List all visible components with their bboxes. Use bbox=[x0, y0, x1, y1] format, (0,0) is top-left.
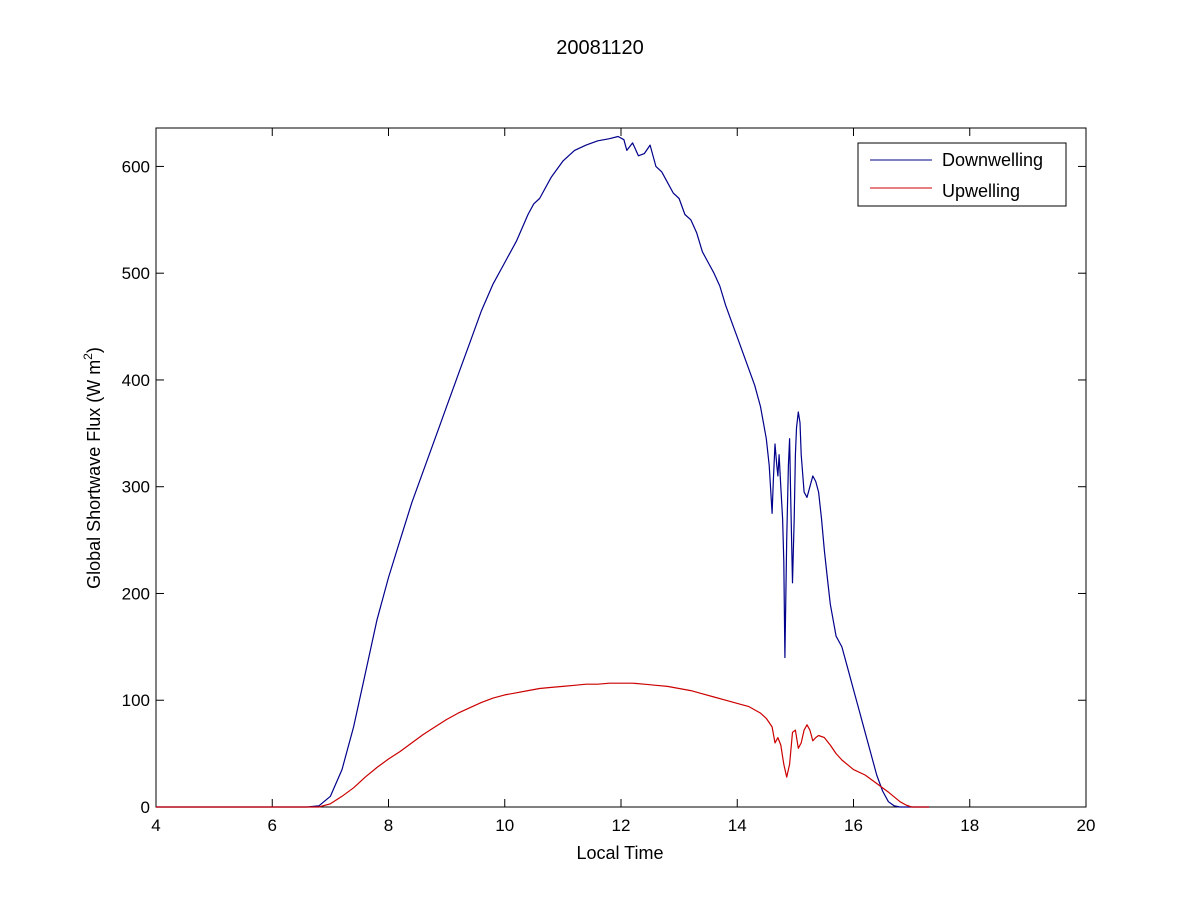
series-layer bbox=[156, 135, 930, 808]
x-tick-label: 14 bbox=[728, 816, 747, 835]
legend-box bbox=[857, 142, 1067, 207]
y-axis-label: Global Shortwave Flux (W m2) bbox=[81, 347, 104, 589]
y-axis-label-main: Global Shortwave Flux (W m bbox=[84, 360, 104, 589]
chart-title: 20081120 bbox=[556, 37, 644, 59]
legend-label-downwelling: Downwelling bbox=[942, 150, 1043, 170]
y-tick-label: 300 bbox=[122, 478, 150, 497]
y-tick-label: 100 bbox=[122, 691, 150, 710]
y-axis-label-superscript: 2 bbox=[81, 353, 95, 360]
y-tick-label: 500 bbox=[122, 264, 150, 283]
y-axis-ticks: 0 100 200 300 400 500 600 bbox=[122, 157, 1086, 817]
x-tick-label: 8 bbox=[384, 816, 393, 835]
y-axis-label-tail: ) bbox=[84, 347, 104, 353]
y-tick-label: 0 bbox=[141, 798, 150, 817]
x-tick-label: 16 bbox=[844, 816, 863, 835]
series-line-upwelling bbox=[156, 682, 930, 808]
x-axis-ticks: 4 6 8 10 12 14 16 18 20 bbox=[151, 128, 1095, 835]
y-tick-label: 400 bbox=[122, 371, 150, 390]
x-tick-label: 6 bbox=[268, 816, 277, 835]
x-tick-label: 4 bbox=[151, 816, 160, 835]
y-tick-label: 200 bbox=[122, 584, 150, 603]
legend-label-upwelling: Upwelling bbox=[942, 181, 1020, 201]
y-tick-label: 600 bbox=[122, 157, 150, 176]
x-tick-label: 20 bbox=[1077, 816, 1096, 835]
series-line-downwelling bbox=[156, 135, 930, 808]
x-tick-label: 12 bbox=[612, 816, 631, 835]
x-axis-label: Local Time bbox=[576, 843, 663, 863]
x-tick-label: 10 bbox=[495, 816, 514, 835]
x-tick-label: 18 bbox=[960, 816, 979, 835]
plot-area bbox=[155, 127, 1087, 808]
legend: Downwelling Upwelling bbox=[857, 142, 1067, 207]
